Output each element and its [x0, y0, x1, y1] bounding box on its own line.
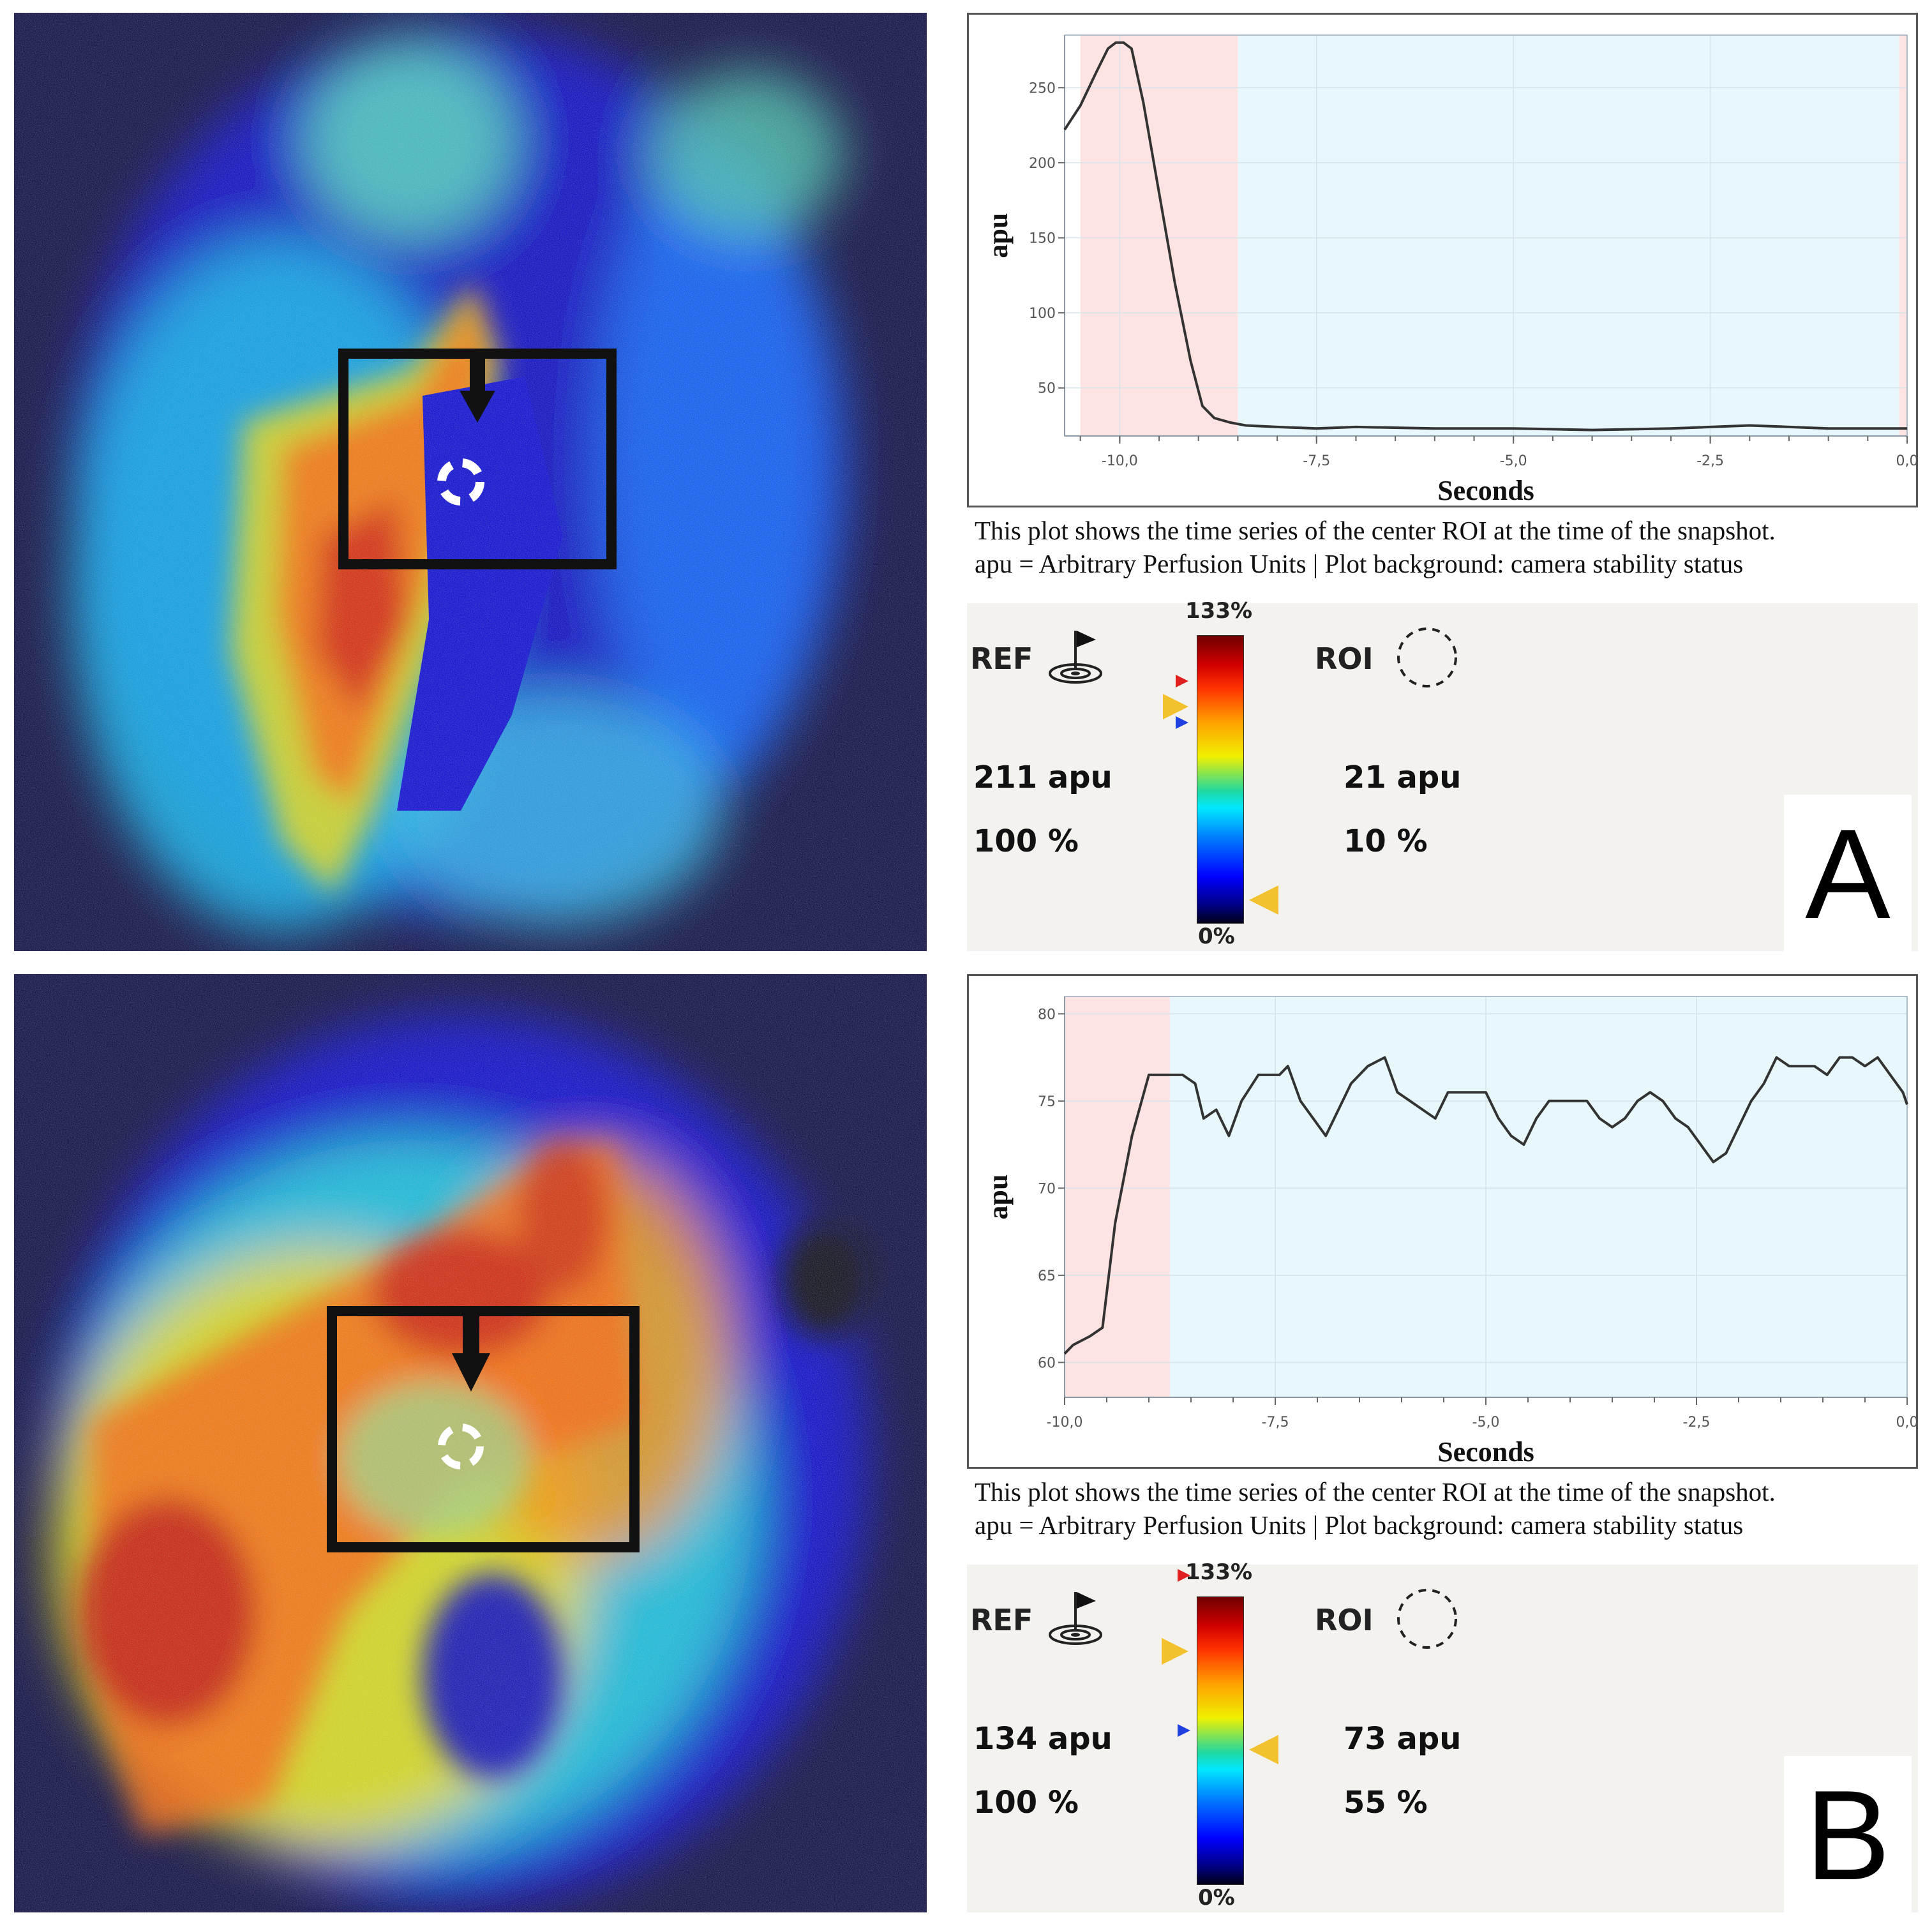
blue-marker-icon [1178, 1724, 1190, 1737]
roi-yellow-marker-icon [1249, 885, 1278, 915]
color-scale-bar [1197, 635, 1244, 924]
stability-band-unstable [1899, 35, 1907, 436]
panel-b: -10,0 -7,5 -5,0 -2,5 0,0 60 65 70 75 80 Seconds apu… [0, 961, 1932, 1922]
x-tick-label: -2,5 [1683, 1415, 1711, 1430]
stability-band-stable [1238, 35, 1899, 436]
ref-percent-value: 100 % [973, 1785, 1079, 1821]
roi-box [327, 1306, 640, 1552]
panel-letter: B [1805, 1764, 1891, 1907]
roi-apu-value: 21 apu [1344, 760, 1462, 795]
y-tick-label: 80 [1038, 1007, 1056, 1023]
x-tick-label: -10,0 [1102, 453, 1138, 469]
line-chart-a: -10,0 -7,5 -5,0 -2,5 0,0 50 100 150 200 250 Second… [982, 34, 1917, 506]
down-arrow-icon [452, 1316, 490, 1392]
y-tick-label: 100 [1029, 306, 1056, 322]
scale-max-label: 133% [1185, 1559, 1253, 1585]
y-tick-label: 75 [1038, 1094, 1056, 1110]
panel-a: -10,0 -7,5 -5,0 -2,5 0,0 50 100 150 200 250 Second… [14, 13, 1919, 951]
x-axis-label: Seconds [1437, 475, 1534, 506]
color-scale-bar [1197, 1596, 1244, 1885]
x-tick-label: -10,0 [1047, 1415, 1083, 1430]
x-tick-label: -7,5 [1262, 1415, 1289, 1430]
x-axis-label: Seconds [1437, 1436, 1534, 1467]
x-tick-label: -5,0 [1472, 1415, 1500, 1430]
panel-letter-box: A [1784, 795, 1912, 951]
scale-min-label: 0% [1198, 924, 1235, 949]
plot-caption-b: This plot shows the time series of the c… [975, 1475, 1919, 1542]
scale-min-label: 0% [1198, 1885, 1235, 1911]
y-tick-label: 50 [1038, 381, 1056, 397]
perfusion-heatmap-a [14, 13, 927, 951]
stability-band-stable [1170, 996, 1907, 1397]
ref-label: REF [970, 1603, 1033, 1637]
ref-apu-value: 134 apu [973, 1721, 1112, 1757]
panel-letter-box: B [1784, 1756, 1912, 1912]
plot-border [1064, 34, 1908, 437]
roi-yellow-marker-icon [1249, 1735, 1278, 1764]
roi-circle-icon [438, 1423, 484, 1469]
perfusion-readout-a: REF ROI 133% 0% 211 apu 100 % 21 apu 10 … [967, 598, 1918, 951]
caption-line-2: apu = Arbitrary Perfusion Units | Plot b… [975, 549, 1744, 578]
stability-band-unstable [1080, 35, 1238, 436]
roi-label: ROI [1315, 1603, 1374, 1637]
y-tick-label: 250 [1029, 80, 1056, 96]
stability-band-unstable [1065, 996, 1170, 1397]
x-tick-label: -7,5 [1303, 453, 1330, 469]
time-series-plot-a: -10,0 -7,5 -5,0 -2,5 0,0 50 100 150 200 250 Second… [967, 13, 1918, 507]
roi-percent-value: 10 % [1344, 823, 1428, 859]
red-marker-icon [1178, 1569, 1190, 1582]
ref-apu-value: 211 apu [973, 760, 1112, 795]
roi-apu-value: 73 apu [1344, 1721, 1462, 1757]
x-tick-label: 0,0 [1896, 453, 1917, 469]
golf-flag-target-icon [1049, 631, 1102, 684]
time-series-plot-b: -10,0 -7,5 -5,0 -2,5 0,0 60 65 70 75 80 Seconds apu [967, 974, 1918, 1469]
y-tick-label: 65 [1038, 1268, 1056, 1284]
roi-percent-value: 55 % [1344, 1785, 1428, 1821]
roi-box [338, 349, 617, 569]
y-tick-label: 70 [1038, 1181, 1056, 1197]
y-tick-label: 150 [1029, 231, 1056, 247]
golf-flag-target-icon [1049, 1592, 1102, 1645]
perfusion-readout-b: REF ROI 133% 0% 134 apu 100 % 73 apu 55 … [967, 1559, 1918, 1912]
roi-circle-icon [437, 458, 484, 506]
line-chart-b: -10,0 -7,5 -5,0 -2,5 0,0 60 65 70 75 80 Seconds apu [982, 996, 1917, 1467]
x-tick-label: 0,0 [1896, 1415, 1917, 1430]
ref-percent-value: 100 % [973, 823, 1079, 859]
y-tick-label: 200 [1029, 156, 1056, 172]
y-axis-label: apu [982, 1175, 1014, 1220]
roi-dashed-circle-icon [1397, 1589, 1457, 1649]
caption-line-1: This plot shows the time series of the c… [975, 516, 1776, 545]
caption-line-1: This plot shows the time series of the c… [975, 1477, 1776, 1506]
roi-label: ROI [1315, 642, 1374, 676]
down-arrow-icon [460, 359, 495, 423]
x-tick-label: -5,0 [1500, 453, 1527, 469]
red-marker-icon [1176, 675, 1188, 687]
ref-yellow-marker-icon [1163, 694, 1188, 719]
series-line [1063, 1056, 1908, 1355]
series-line [1063, 41, 1907, 432]
blue-marker-icon [1176, 716, 1188, 729]
scale-max-label: 133% [1185, 598, 1253, 624]
ref-label: REF [970, 642, 1033, 676]
y-axis-label: apu [982, 213, 1014, 259]
roi-dashed-circle-icon [1397, 627, 1457, 687]
perfusion-heatmap-b [14, 974, 927, 1912]
y-tick-label: 60 [1038, 1355, 1056, 1371]
x-tick-label: -2,5 [1696, 453, 1724, 469]
ref-yellow-marker-icon [1162, 1638, 1188, 1665]
caption-line-2: apu = Arbitrary Perfusion Units | Plot b… [975, 1510, 1744, 1540]
panel-letter: A [1805, 803, 1891, 945]
plot-caption-a: This plot shows the time series of the c… [975, 514, 1919, 580]
